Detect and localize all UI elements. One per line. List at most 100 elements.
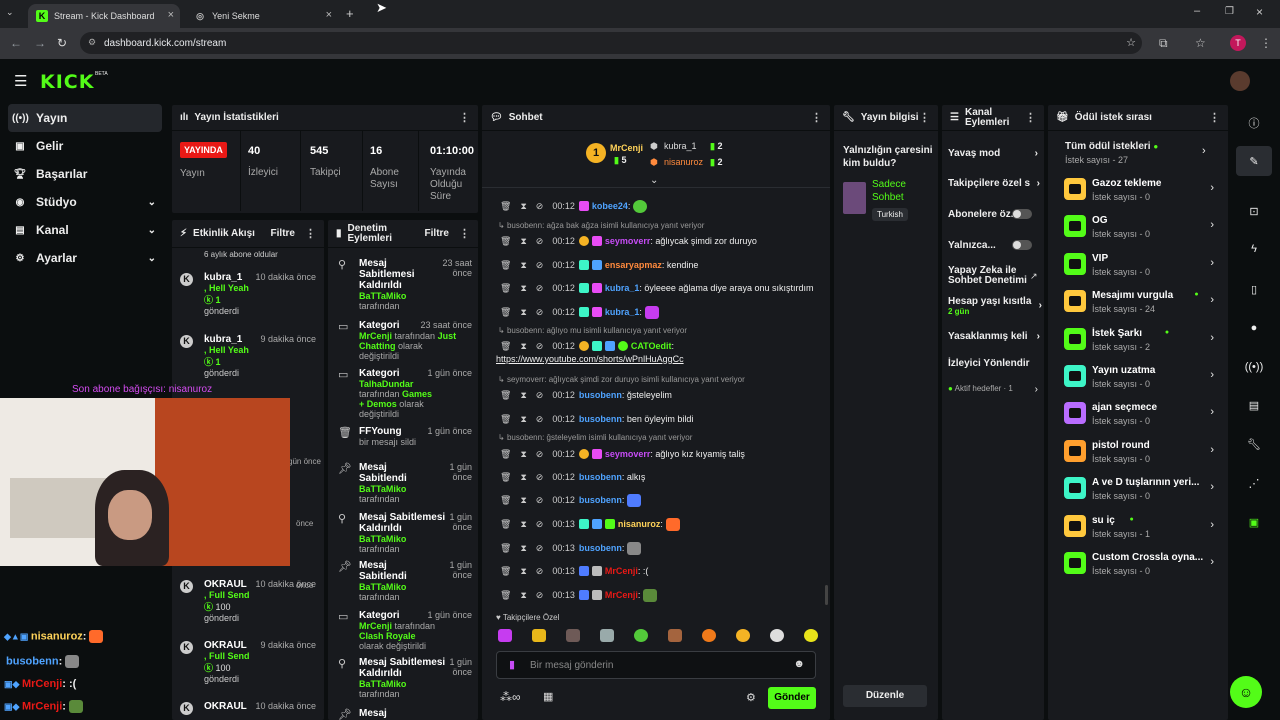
timeout-icon[interactable]: ⧗ (520, 518, 527, 529)
trash-icon[interactable]: 🗑︎ (500, 389, 512, 400)
close-window-icon[interactable]: × (1256, 5, 1264, 19)
chat-settings-icon[interactable]: ⚙ (746, 692, 756, 704)
message-link[interactable]: https://www.youtube.com/shorts/wPnlHuAgg… (496, 354, 684, 364)
message-user[interactable]: busobenn (578, 543, 622, 553)
ban-icon[interactable]: ⊘ (535, 413, 544, 424)
message-user[interactable]: seymoverr (604, 236, 651, 246)
chat-message[interactable]: 🗑︎ ⧗ ⊘ 00:13 nisanuroz: (500, 517, 830, 531)
ban-icon[interactable]: ⊘ (535, 589, 544, 600)
timeout-icon[interactable]: ⧗ (520, 542, 527, 553)
ban-icon[interactable]: ⊘ (535, 259, 544, 270)
reward-item[interactable]: İstek Şarkı ● İstek sayısı - 2 › (1060, 326, 1220, 362)
emote-icon[interactable] (804, 629, 818, 642)
top-gifter-name[interactable]: nisanuroz (664, 157, 704, 167)
chat-scrollbar[interactable] (825, 585, 828, 605)
ban-icon[interactable]: ⊘ (535, 494, 544, 505)
subscribers-only-toggle[interactable] (1012, 209, 1032, 219)
video-clip-icon[interactable]: ▣ (1248, 516, 1260, 529)
message-user[interactable]: busobenn (578, 390, 622, 400)
broadcast-icon[interactable]: ((•)) (1244, 361, 1264, 373)
back-icon[interactable]: ← (10, 36, 22, 50)
trash-icon[interactable]: 🗑︎ (500, 306, 512, 317)
reward-item[interactable]: su iç ● İstek sayısı - 1 › (1060, 513, 1220, 549)
activity-item[interactable]: K OKRAUL, Full Send ⓚ 100 gönderdi 9 dakik… (172, 640, 322, 684)
more-options-icon[interactable]: ⋮ (305, 228, 316, 240)
timeout-icon[interactable]: ⧗ (520, 413, 527, 424)
ban-icon[interactable]: ⊘ (535, 282, 544, 293)
url-field[interactable]: ⚙ dashboard.kick.com/stream ☆ (80, 32, 1142, 54)
chat-message[interactable]: 🗑︎ ⧗ ⊘ 00:12 kubra_1: (500, 305, 830, 319)
top-gifter-name[interactable]: MrCenji (610, 143, 644, 153)
shop-icon[interactable]: ▦ (543, 691, 554, 703)
timeout-icon[interactable]: ⧗ (520, 494, 527, 505)
emote-icon[interactable] (702, 629, 716, 642)
timeout-icon[interactable]: ⧗ (520, 235, 527, 246)
trash-icon[interactable]: 🗑︎ (500, 542, 512, 553)
emote-icon[interactable] (600, 629, 614, 642)
category-thumbnail[interactable] (843, 182, 866, 214)
browser-menu-icon[interactable]: ⋮ (1260, 36, 1272, 50)
send-button[interactable]: Gönder (768, 687, 816, 709)
timeout-icon[interactable]: ⧗ (520, 340, 527, 351)
message-user[interactable]: ensaryapmaz (604, 260, 662, 270)
action-raid[interactable]: İzleyici Yönlendir (948, 358, 1038, 369)
emoji-picker-icon[interactable]: ☻ (793, 658, 805, 670)
reward-item[interactable]: OG İstek sayısı - 0 › (1060, 213, 1220, 249)
camera-icon[interactable]: ⊡ (1249, 205, 1259, 218)
close-tab-icon[interactable]: × (167, 9, 174, 21)
message-user[interactable]: busobenn (578, 495, 622, 505)
tab-new-tab[interactable]: ◎ Yeni Sekme × (186, 4, 338, 28)
sidebar-item-basarilar[interactable]: 🏆︎ Başarılar (0, 160, 170, 188)
emote-icon[interactable] (566, 629, 580, 642)
sidebar-item-yayin[interactable]: ((•)) Yayın (8, 104, 162, 132)
trash-icon[interactable]: 🗑︎ (500, 494, 512, 505)
close-tab-icon[interactable]: × (325, 9, 332, 21)
user-avatar[interactable] (1230, 71, 1250, 91)
action-followers-only[interactable]: Takipçilere özel s › (948, 178, 1040, 189)
action-active-goals[interactable]: ● Aktif hedefler · 1 › (948, 384, 1038, 395)
message-user[interactable]: CATOedit (630, 341, 672, 351)
lightning-icon[interactable]: ϟ (1251, 243, 1257, 255)
chat-message[interactable]: 🗑︎ ⧗ ⊘ 00:12 CATOedit: (500, 339, 830, 353)
trash-icon[interactable]: 🗑︎ (500, 413, 512, 424)
trash-icon[interactable]: 🗑︎ (500, 235, 512, 246)
emote-icon[interactable] (770, 629, 784, 642)
top-gifter-name[interactable]: kubra_1 (664, 141, 697, 151)
share-icon[interactable]: ⋰ (1248, 477, 1260, 490)
trash-icon[interactable]: 🗑︎ (500, 518, 512, 529)
sidebar-item-studyo[interactable]: ◉ Stüdyo ⌄ (0, 188, 170, 216)
message-user[interactable]: busobenn (578, 414, 622, 424)
edit-icon[interactable]: ✎ (1236, 146, 1272, 176)
kick-logo[interactable]: KICK (40, 71, 95, 93)
activity-item[interactable]: K OKRAUL, Full Send ⓚ 100 gönderdi 10 daki… (172, 579, 322, 623)
chat-message[interactable]: 🗑︎ ⧗ ⊘ 00:12 ensaryapmaz: kendine (500, 258, 830, 272)
activity-item[interactable]: K kubra_1, Hell Yeah ⓚ 1 gönderdi 10 dakik… (172, 272, 322, 316)
emote-icon[interactable] (634, 629, 648, 642)
reward-item[interactable]: VIP İstek sayısı - 0 › (1060, 251, 1220, 287)
sidebar-item-gelir[interactable]: ▣ Gelir (0, 132, 170, 160)
filter-button[interactable]: Filtre (270, 228, 295, 239)
trash-icon[interactable]: 🗑︎ (500, 589, 512, 600)
all-rewards[interactable]: Tüm ödül istekleri ● (1065, 141, 1158, 152)
trash-icon[interactable]: 🗑︎ (500, 200, 512, 211)
trash-icon[interactable]: 🗑︎ (500, 282, 512, 293)
category-name[interactable]: Sadece Sohbet (872, 179, 906, 203)
ban-icon[interactable]: ⊘ (535, 518, 544, 529)
trash-icon[interactable]: 🗑︎ (500, 471, 512, 482)
reward-item[interactable]: Yayın uzatma İstek sayısı - 0 › (1060, 363, 1220, 399)
action-banned-words[interactable]: Yasaklanmış keli › (948, 331, 1040, 342)
ban-icon[interactable]: ⊘ (535, 200, 544, 211)
message-user[interactable]: seymoverr (604, 449, 651, 459)
forward-icon[interactable]: → (34, 36, 46, 50)
trash-icon[interactable]: 🗑︎ (500, 340, 512, 351)
reload-icon[interactable]: ↻ (57, 36, 68, 50)
reward-item[interactable]: Mesajımı vurgula ● İstek sayısı - 24 › (1060, 288, 1220, 324)
chat-message[interactable]: 🗑︎ ⧗ ⊘ 00:12 busobenn: alkış (500, 470, 830, 484)
chat-icon[interactable]: ● (1250, 322, 1258, 334)
ban-icon[interactable]: ⊘ (535, 306, 544, 317)
ban-icon[interactable]: ⊘ (535, 389, 544, 400)
trash-icon[interactable]: 🗑︎ (500, 259, 512, 270)
timeout-icon[interactable]: ⧗ (520, 259, 527, 270)
info-icon[interactable]: ⓘ (1248, 118, 1260, 130)
reward-item[interactable]: ajan seçmece İstek sayısı - 0 › (1060, 400, 1220, 436)
